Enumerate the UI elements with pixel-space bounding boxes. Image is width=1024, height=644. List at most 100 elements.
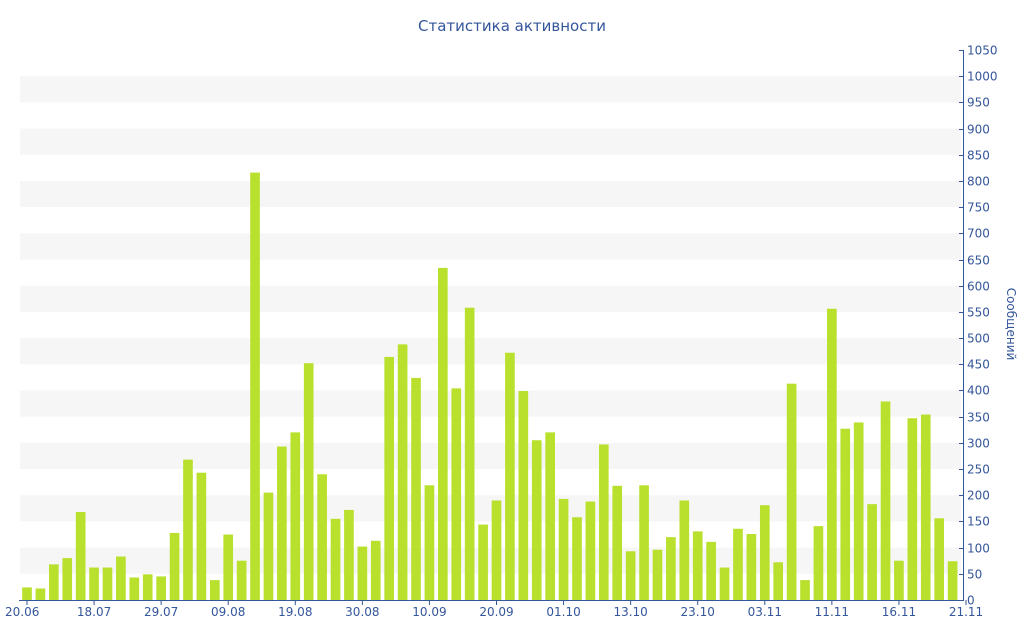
grid-band (20, 76, 961, 103)
bar (800, 580, 810, 600)
y-tick-label: 350 (967, 411, 990, 425)
grid-bands (20, 76, 961, 574)
x-tick-label: 29.07 (144, 605, 178, 619)
bar (880, 401, 891, 600)
bar (397, 344, 408, 600)
x-tick-label: 03.11 (748, 605, 782, 619)
bar (370, 540, 381, 600)
y-tick-label: 950 (967, 96, 990, 110)
y-tick-label: 500 (967, 332, 990, 346)
bar (129, 577, 140, 600)
bar (719, 567, 730, 600)
bar (813, 526, 824, 600)
bar (746, 534, 757, 600)
y-tick-label: 400 (967, 384, 990, 398)
bar (464, 307, 475, 600)
x-tick-label: 23.10 (681, 605, 715, 619)
bar (116, 556, 126, 600)
bar (411, 377, 421, 600)
bar (438, 267, 448, 600)
grid-band (20, 338, 961, 365)
bar (934, 518, 944, 600)
y-tick-label: 200 (967, 489, 990, 503)
bar (706, 541, 716, 600)
bar (209, 580, 220, 600)
bar (22, 587, 32, 600)
bar (585, 501, 596, 600)
bar (531, 440, 542, 600)
x-tick-label: 20.09 (479, 605, 513, 619)
grid-band (20, 128, 961, 155)
bar (384, 356, 395, 600)
y-tick-label: 0 (967, 594, 975, 608)
bar (236, 560, 247, 600)
bar (639, 485, 649, 600)
x-tick-label: 30.08 (345, 605, 379, 619)
bar (598, 444, 609, 600)
x-tick-label: 10.09 (412, 605, 446, 619)
bar (223, 534, 234, 600)
bar (196, 472, 207, 600)
bar (572, 517, 582, 600)
grid-band (20, 233, 961, 260)
bar (558, 498, 569, 600)
bar (827, 308, 837, 600)
grid-band (20, 495, 961, 522)
bar (652, 549, 663, 600)
x-tick-label: 16.11 (882, 605, 916, 619)
y-tick-label: 250 (967, 463, 990, 477)
bar (330, 518, 341, 600)
bar (786, 383, 797, 600)
bar (424, 485, 435, 600)
grid-band (20, 285, 961, 312)
x-tick-label: 13.10 (613, 605, 647, 619)
y-tick-label: 850 (967, 149, 990, 163)
bar (907, 418, 918, 600)
bar (867, 504, 877, 600)
bar (612, 485, 623, 600)
bar (773, 562, 784, 600)
y-tick-label: 450 (967, 358, 990, 372)
bar (169, 532, 180, 600)
bar (920, 414, 931, 600)
bar (156, 576, 166, 600)
bar (666, 537, 676, 600)
chart-title: Статистика активности (418, 17, 606, 35)
y-tick-label: 600 (967, 280, 990, 294)
y-tick-label: 650 (967, 254, 990, 268)
bar (478, 524, 488, 600)
bar (625, 551, 636, 600)
bar (679, 500, 690, 600)
y-axis-title: Сообщений (1004, 288, 1018, 361)
x-tick-label: 21.11 (949, 605, 983, 619)
y-tick-label: 300 (967, 437, 990, 451)
bar (89, 567, 99, 600)
bar (75, 512, 86, 600)
y-tick-label: 550 (967, 306, 990, 320)
x-tick-label: 20.06 (5, 605, 39, 619)
y-tick-label: 1000 (967, 70, 998, 84)
x-tick-label: 09.08 (211, 605, 245, 619)
bar (277, 446, 287, 600)
bar (344, 509, 354, 600)
x-tick-label: 19.08 (278, 605, 312, 619)
bar (317, 474, 327, 600)
y-tick-label: 900 (967, 123, 990, 137)
y-tick-label: 750 (967, 201, 990, 215)
y-tick-label: 50 (967, 568, 982, 582)
x-tick-label: 11.11 (815, 605, 849, 619)
bar (35, 588, 46, 600)
bar (263, 492, 274, 600)
grid-band (20, 390, 961, 417)
y-tick-label: 150 (967, 515, 990, 529)
bar (853, 422, 864, 600)
y-tick-label: 1050 (967, 44, 998, 58)
bar (545, 432, 555, 600)
x-tick-label: 01.10 (546, 605, 580, 619)
bar (894, 560, 904, 600)
bar (505, 352, 515, 600)
y-tick-label: 700 (967, 227, 990, 241)
bar (62, 558, 73, 600)
